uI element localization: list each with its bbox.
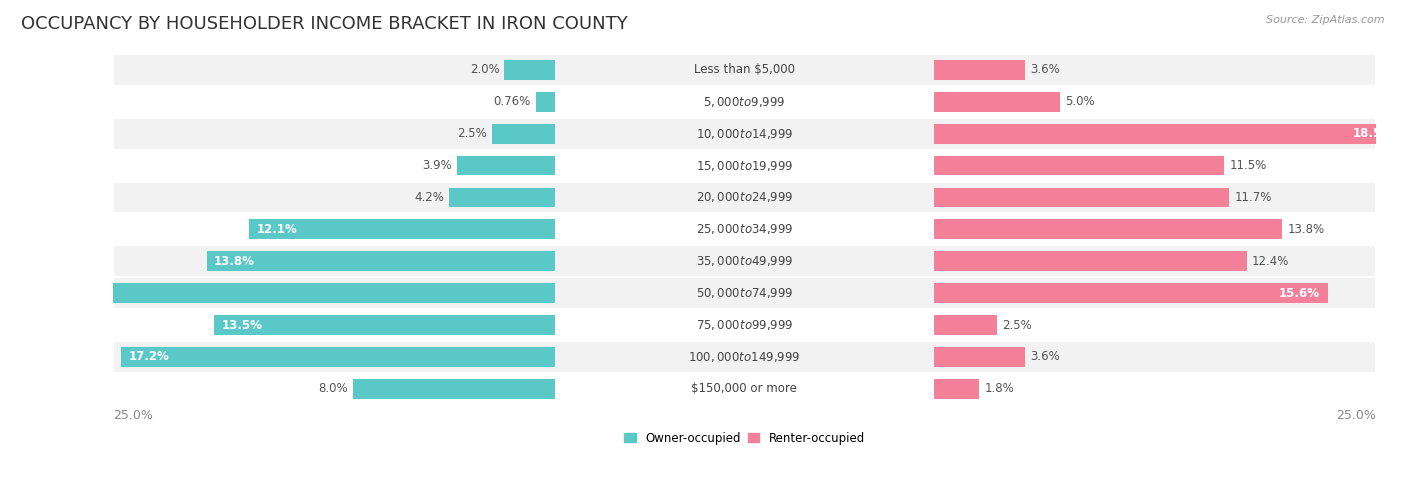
- Bar: [353, 379, 555, 399]
- Text: $15,000 to $19,999: $15,000 to $19,999: [696, 159, 793, 172]
- Bar: [112, 54, 1375, 86]
- Bar: [0, 283, 555, 303]
- Bar: [112, 245, 1375, 277]
- Text: 12.4%: 12.4%: [1251, 255, 1289, 268]
- Text: 3.9%: 3.9%: [422, 159, 451, 172]
- Text: $150,000 or more: $150,000 or more: [692, 382, 797, 395]
- Bar: [112, 86, 1375, 118]
- Text: 3.6%: 3.6%: [1029, 63, 1060, 76]
- Text: 15.6%: 15.6%: [1279, 287, 1320, 300]
- Text: 2.5%: 2.5%: [1002, 318, 1032, 332]
- Bar: [112, 277, 1375, 309]
- Text: 13.8%: 13.8%: [1288, 223, 1324, 236]
- Text: $100,000 to $149,999: $100,000 to $149,999: [688, 350, 800, 364]
- Text: OCCUPANCY BY HOUSEHOLDER INCOME BRACKET IN IRON COUNTY: OCCUPANCY BY HOUSEHOLDER INCOME BRACKET …: [21, 15, 628, 33]
- Bar: [934, 315, 997, 335]
- Text: 25.0%: 25.0%: [1336, 409, 1375, 422]
- Text: $10,000 to $14,999: $10,000 to $14,999: [696, 127, 793, 141]
- Bar: [112, 213, 1375, 245]
- Text: 2.5%: 2.5%: [457, 127, 486, 140]
- Text: $50,000 to $74,999: $50,000 to $74,999: [696, 286, 793, 300]
- Text: 12.1%: 12.1%: [257, 223, 298, 236]
- Bar: [934, 60, 1025, 80]
- Bar: [112, 341, 1375, 373]
- Text: 22.3%: 22.3%: [0, 287, 41, 300]
- Bar: [934, 187, 1229, 207]
- Bar: [934, 156, 1225, 175]
- Bar: [112, 118, 1375, 150]
- Bar: [112, 309, 1375, 341]
- Text: $5,000 to $9,999: $5,000 to $9,999: [703, 95, 786, 109]
- Bar: [934, 124, 1400, 144]
- Text: 2.0%: 2.0%: [470, 63, 499, 76]
- Text: 4.2%: 4.2%: [413, 191, 444, 204]
- Bar: [112, 373, 1375, 405]
- Text: 18.5%: 18.5%: [1353, 127, 1393, 140]
- Bar: [112, 182, 1375, 213]
- Text: 8.0%: 8.0%: [318, 382, 347, 395]
- Bar: [449, 187, 555, 207]
- Text: 3.6%: 3.6%: [1029, 351, 1060, 363]
- Bar: [112, 150, 1375, 182]
- Bar: [457, 156, 555, 175]
- Bar: [934, 283, 1327, 303]
- Text: 5.0%: 5.0%: [1066, 95, 1095, 108]
- Text: $25,000 to $34,999: $25,000 to $34,999: [696, 223, 793, 236]
- Text: 11.5%: 11.5%: [1229, 159, 1267, 172]
- Bar: [249, 220, 555, 239]
- Text: $20,000 to $24,999: $20,000 to $24,999: [696, 190, 793, 205]
- Text: 17.2%: 17.2%: [128, 351, 169, 363]
- Bar: [214, 315, 555, 335]
- Bar: [121, 347, 555, 367]
- Text: Source: ZipAtlas.com: Source: ZipAtlas.com: [1267, 15, 1385, 25]
- Bar: [934, 92, 1060, 112]
- Bar: [207, 251, 555, 271]
- Bar: [934, 347, 1025, 367]
- Bar: [934, 251, 1247, 271]
- Text: $35,000 to $49,999: $35,000 to $49,999: [696, 254, 793, 268]
- Bar: [505, 60, 555, 80]
- Text: 1.8%: 1.8%: [984, 382, 1014, 395]
- Text: 13.8%: 13.8%: [214, 255, 254, 268]
- Text: 11.7%: 11.7%: [1234, 191, 1271, 204]
- Text: $75,000 to $99,999: $75,000 to $99,999: [696, 318, 793, 332]
- Legend: Owner-occupied, Renter-occupied: Owner-occupied, Renter-occupied: [624, 431, 865, 445]
- Text: 0.76%: 0.76%: [494, 95, 530, 108]
- Text: 25.0%: 25.0%: [112, 409, 153, 422]
- Bar: [536, 92, 555, 112]
- Bar: [934, 379, 979, 399]
- Bar: [492, 124, 555, 144]
- Text: Less than $5,000: Less than $5,000: [695, 63, 794, 76]
- Text: 13.5%: 13.5%: [222, 318, 263, 332]
- Bar: [934, 220, 1282, 239]
